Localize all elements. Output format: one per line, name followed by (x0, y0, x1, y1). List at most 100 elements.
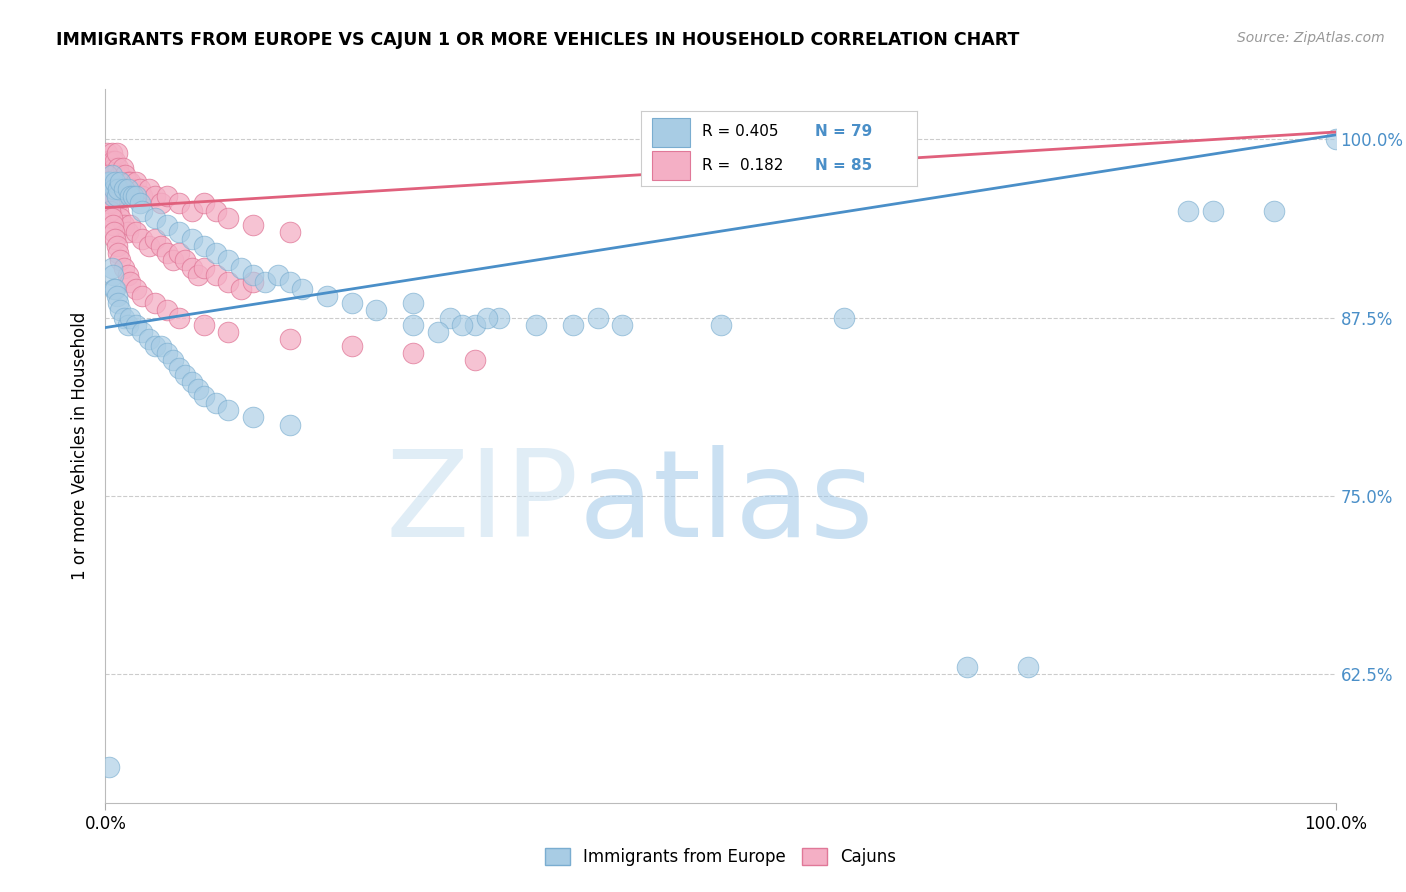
Point (524, 318, 547, 332)
Point (143, 189, 166, 203)
Point (125, 189, 148, 203)
Bar (652, 151, 690, 179)
Point (464, 318, 486, 332)
Point (110, 168, 132, 182)
Point (242, 410, 264, 425)
Point (131, 325, 153, 339)
Point (131, 232, 153, 246)
Point (205, 268, 228, 282)
Point (97, 175, 120, 189)
Point (117, 318, 139, 332)
Bar (652, 118, 690, 146)
Point (169, 360, 191, 375)
Point (278, 225, 301, 239)
Point (205, 396, 228, 410)
Point (193, 196, 215, 211)
Point (100, 168, 122, 182)
Point (96, 146, 118, 161)
Point (97, 189, 120, 203)
Point (125, 318, 148, 332)
Point (278, 417, 301, 432)
Point (105, 289, 128, 303)
Text: ZIP: ZIP (385, 444, 579, 562)
Point (103, 161, 125, 175)
Point (340, 339, 363, 353)
Point (100, 211, 122, 225)
Point (464, 353, 486, 368)
Point (267, 268, 290, 282)
Text: IMMIGRANTS FROM EUROPE VS CAJUN 1 OR MORE VEHICLES IN HOUSEHOLD CORRELATION CHAR: IMMIGRANTS FROM EUROPE VS CAJUN 1 OR MOR… (56, 31, 1019, 49)
Point (98, 189, 122, 203)
Point (156, 346, 179, 360)
Text: N = 85: N = 85 (815, 158, 872, 173)
Point (101, 189, 124, 203)
Point (103, 225, 125, 239)
Point (218, 403, 240, 417)
Point (143, 232, 166, 246)
Point (315, 289, 337, 303)
Point (156, 189, 179, 203)
Y-axis label: 1 or more Vehicles in Household: 1 or more Vehicles in Household (72, 312, 90, 580)
Point (169, 196, 191, 211)
Point (162, 253, 184, 268)
Point (125, 282, 148, 296)
Point (125, 175, 148, 189)
Point (96, 175, 118, 189)
Point (107, 296, 129, 310)
Point (242, 218, 264, 232)
Point (117, 175, 139, 189)
Point (101, 153, 124, 168)
Point (162, 353, 184, 368)
Point (149, 339, 172, 353)
Point (110, 175, 132, 189)
Point (121, 189, 143, 203)
Point (131, 289, 153, 303)
Point (1324, 132, 1347, 146)
Point (402, 346, 425, 360)
Point (1177, 203, 1199, 218)
Point (98, 760, 121, 774)
Point (107, 182, 129, 196)
Point (103, 196, 125, 211)
Point (104, 175, 127, 189)
Point (180, 203, 202, 218)
Point (120, 175, 141, 189)
Text: atlas: atlas (579, 444, 875, 562)
Point (101, 218, 124, 232)
Point (121, 182, 143, 196)
Point (120, 189, 141, 203)
Text: R = 0.405: R = 0.405 (702, 125, 778, 139)
Point (562, 318, 585, 332)
Point (439, 310, 461, 325)
Point (103, 282, 125, 296)
Point (101, 189, 124, 203)
Point (205, 203, 228, 218)
Point (1017, 660, 1039, 674)
Point (402, 296, 425, 310)
Point (98, 175, 122, 189)
Point (100, 260, 122, 275)
Point (110, 211, 132, 225)
Point (180, 232, 202, 246)
Point (254, 275, 277, 289)
Point (131, 189, 153, 203)
Point (218, 275, 240, 289)
Point (229, 260, 252, 275)
Point (129, 182, 152, 196)
Point (110, 303, 132, 318)
Point (98, 203, 122, 218)
Text: N = 79: N = 79 (815, 125, 872, 139)
Point (107, 246, 129, 260)
Point (112, 218, 135, 232)
Point (117, 182, 139, 196)
Point (610, 318, 633, 332)
Point (138, 332, 160, 346)
Point (138, 182, 160, 196)
Point (586, 310, 609, 325)
Point (98, 196, 121, 211)
Point (100, 182, 122, 196)
Point (105, 196, 128, 211)
Point (218, 211, 240, 225)
Legend: Immigrants from Europe, Cajuns: Immigrants from Europe, Cajuns (538, 841, 903, 873)
Point (103, 182, 125, 196)
